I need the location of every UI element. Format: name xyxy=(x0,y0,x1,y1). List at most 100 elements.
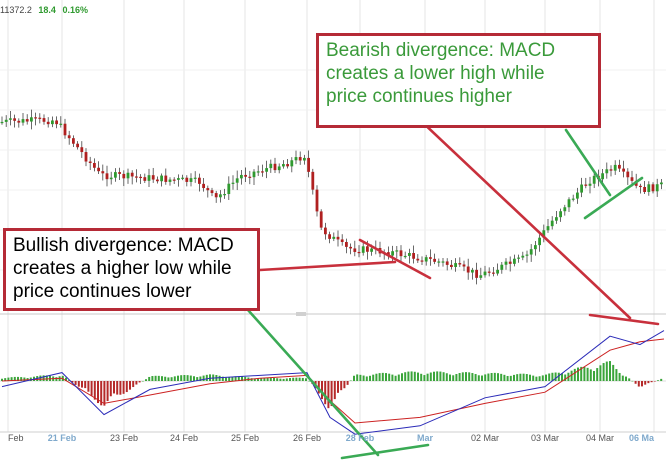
candle-body xyxy=(67,135,71,139)
histogram-bar xyxy=(356,374,359,381)
candle-body xyxy=(555,217,558,221)
x-tick-label: 03 Mar xyxy=(531,433,559,443)
candle-body xyxy=(160,175,163,182)
candle-body xyxy=(17,120,21,123)
histogram-bar xyxy=(93,381,96,400)
candle-body xyxy=(601,173,604,180)
histogram-bar xyxy=(359,374,362,381)
histogram-bar xyxy=(602,363,605,381)
histogram-bar xyxy=(202,375,205,381)
histogram-bar xyxy=(365,376,368,381)
histogram-bar xyxy=(129,381,131,390)
candle-body xyxy=(424,257,428,262)
candle-body xyxy=(4,119,8,122)
candle-body xyxy=(403,255,407,258)
histogram-bar xyxy=(90,381,93,396)
candle-body xyxy=(118,172,121,174)
histogram-bar xyxy=(10,377,13,381)
histogram-bar xyxy=(13,376,16,381)
candle-body xyxy=(483,271,487,276)
pane-resize-handle[interactable] xyxy=(296,312,306,316)
histogram-bar xyxy=(253,378,256,381)
candle-body xyxy=(609,169,613,171)
candle-body xyxy=(286,164,289,167)
candle-body xyxy=(521,255,525,258)
bearish-line-3: price continues higher xyxy=(326,86,512,107)
candle-body xyxy=(307,157,310,172)
histogram-bar xyxy=(266,377,269,381)
histogram-bar xyxy=(42,375,45,381)
candle-body xyxy=(622,168,625,172)
x-tick-label: 04 Mar xyxy=(586,433,614,443)
x-tick-label: 06 Ma xyxy=(629,433,655,443)
histogram-bar xyxy=(324,381,327,405)
candle-body xyxy=(475,269,478,278)
histogram-bar xyxy=(292,377,295,381)
candle-body xyxy=(651,184,655,192)
histogram-bar xyxy=(660,378,663,381)
candle-body xyxy=(185,177,189,182)
candle-body xyxy=(332,236,336,239)
bullish-price-trendline xyxy=(358,238,432,280)
histogram-bar xyxy=(321,381,323,400)
histogram-bar xyxy=(538,376,541,381)
bearish-connector-green xyxy=(564,128,612,197)
histogram-bar xyxy=(84,381,87,389)
candle-body xyxy=(399,250,403,257)
candle-body xyxy=(408,253,411,256)
histogram-bar xyxy=(305,378,307,381)
candle-body xyxy=(139,176,142,179)
trend-lines xyxy=(246,118,660,460)
histogram-bar xyxy=(346,381,349,385)
bearish-macd-trendline xyxy=(588,313,660,326)
histogram-bar xyxy=(452,375,455,381)
histogram-bar xyxy=(548,373,551,381)
candle-body xyxy=(93,162,96,168)
candle-body xyxy=(177,178,180,180)
histogram-bar xyxy=(615,369,618,381)
candle-body xyxy=(101,171,105,174)
candle-body xyxy=(479,275,483,278)
histogram-bar xyxy=(276,378,279,381)
candle-body xyxy=(13,118,16,121)
histogram-bar xyxy=(362,375,365,381)
histogram-bar xyxy=(650,381,653,383)
histogram-bar xyxy=(295,377,298,381)
histogram-bar xyxy=(605,361,608,381)
histogram-bar xyxy=(577,367,579,381)
histogram-bar xyxy=(410,371,413,381)
histogram-bar xyxy=(596,368,599,381)
histogram-bar xyxy=(516,374,519,381)
histogram-bar xyxy=(330,381,333,407)
histogram-bar xyxy=(65,377,67,381)
histogram-bar xyxy=(308,380,311,382)
candle-body xyxy=(571,198,575,200)
histogram-bar xyxy=(189,375,192,381)
histogram-bar xyxy=(234,376,237,381)
candle-body xyxy=(84,152,88,162)
candle-body xyxy=(9,118,12,120)
candle-body xyxy=(534,245,537,250)
candle-body xyxy=(618,164,621,169)
candle-body xyxy=(63,123,67,136)
histogram-bar xyxy=(177,375,179,381)
candle-body xyxy=(97,167,100,172)
candle-body xyxy=(311,171,315,190)
histogram-bar xyxy=(186,375,189,381)
histogram-bar xyxy=(228,377,231,381)
histogram-bar xyxy=(500,373,503,381)
candle-body xyxy=(51,120,54,125)
histogram-bar xyxy=(154,375,157,381)
candle-body xyxy=(639,185,642,188)
histogram-bar xyxy=(68,380,71,381)
histogram-bar xyxy=(193,376,195,381)
candle-body xyxy=(240,174,243,179)
histogram-bar xyxy=(535,376,538,381)
candle-body xyxy=(429,257,432,259)
candle-body xyxy=(210,190,214,194)
candle-body xyxy=(324,227,327,235)
histogram-bar xyxy=(349,380,352,381)
candle-body xyxy=(315,189,319,212)
candle-body xyxy=(135,176,138,178)
candle-body xyxy=(462,264,466,267)
